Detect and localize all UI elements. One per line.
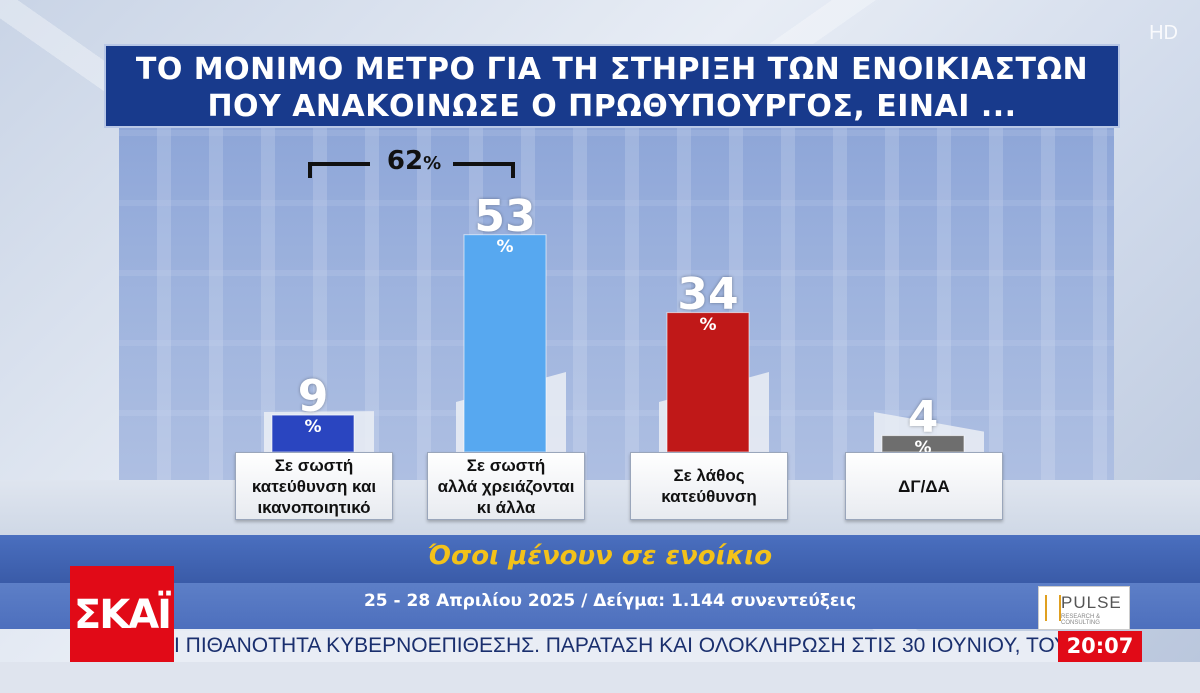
bar-unit-label: % xyxy=(496,236,514,257)
channel-logo: ΣΚΑΪ xyxy=(70,566,174,664)
survey-info: 25 - 28 Απριλίου 2025 / Δείγμα: 1.144 συ… xyxy=(363,591,857,611)
pollster-tagline: RESEARCH & CONSULTING xyxy=(1061,614,1101,626)
bar xyxy=(463,234,547,453)
bar-value-label: 53 xyxy=(474,190,536,242)
info-bar xyxy=(0,583,1200,629)
subtitle-bar xyxy=(0,535,1200,583)
pulse-wave-icon xyxy=(1045,595,1061,621)
bar-value-label: 34 xyxy=(677,268,739,320)
category-label: Σε λάθος κατεύθυνση xyxy=(630,452,788,520)
subtitle: Όσοι μένουν σε ενοίκιο xyxy=(427,541,773,571)
bar xyxy=(271,414,355,453)
bar xyxy=(666,312,750,453)
bar-unit-label: % xyxy=(699,314,717,335)
bottom-strip xyxy=(0,662,1200,693)
category-label: ΔΓ/ΔΑ xyxy=(845,452,1003,520)
bar-unit-label: % xyxy=(304,417,322,438)
bar-value-label: 9 xyxy=(297,371,329,423)
title-line-2: ΠΟΥ ΑΝΑΚΟΙΝΩΣΕ Ο ΠΡΩΘΥΠΟΥΡΓΟΣ, ΕΙΝΑΙ ... xyxy=(207,89,1017,124)
bracket-label: 62% xyxy=(386,146,442,176)
news-ticker: Ι ΠΙΘΑΝΟΤΗΤΑ ΚΥΒΕΡΝΟΕΠΙΘΕΣΗΣ. ΠΑΡΑΤΑΣΗ Κ… xyxy=(174,631,1060,662)
bar-value-label: 4 xyxy=(907,391,939,443)
pollster-logo: PULSE RESEARCH & CONSULTING xyxy=(1038,586,1130,630)
ticker-text: Ι ΠΙΘΑΝΟΤΗΤΑ ΚΥΒΕΡΝΟΕΠΙΘΕΣΗΣ. ΠΑΡΑΤΑΣΗ Κ… xyxy=(174,634,1060,657)
title-box: ΤΟ ΜΟΝΙΜΟ ΜΕΤΡΟ ΓΙΑ ΤΗ ΣΤΗΡΙΞΗ ΤΩΝ ΕΝΟΙΚ… xyxy=(104,44,1120,128)
pollster-name: PULSE xyxy=(1061,593,1122,612)
category-label: Σε σωστή κατεύθυνση και ικανοποιητικό xyxy=(235,452,393,520)
title-line-1: ΤΟ ΜΟΝΙΜΟ ΜΕΤΡΟ ΓΙΑ ΤΗ ΣΤΗΡΙΞΗ ΤΩΝ ΕΝΟΙΚ… xyxy=(135,52,1089,87)
bracket-annotation xyxy=(308,162,515,178)
category-label: Σε σωστή αλλά χρειάζονται κι άλλα xyxy=(427,452,585,520)
hd-badge: HD xyxy=(1149,22,1178,44)
bracket-line xyxy=(308,162,515,178)
clock: 20:07 xyxy=(1058,631,1142,662)
